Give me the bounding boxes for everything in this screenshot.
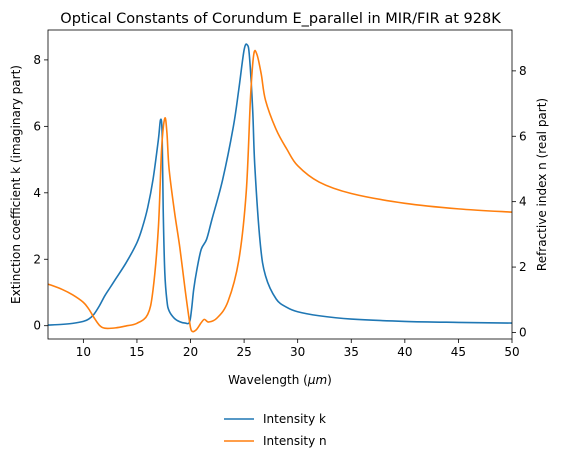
- y-right-tick-label: 4: [519, 195, 527, 209]
- y-right-tick-label: 6: [519, 129, 527, 143]
- y-axis-left: 0 2 4 6 8: [33, 53, 48, 333]
- plot-area: [47, 29, 513, 340]
- x-axis: 10 15 20 25 30 35 40 45 50: [76, 339, 520, 359]
- y-left-tick-label: 2: [33, 252, 41, 266]
- x-tick-label: 50: [504, 345, 519, 359]
- y-left-tick-label: 8: [33, 53, 41, 67]
- x-tick-label: 15: [129, 345, 144, 359]
- y-left-tick-label: 6: [33, 119, 41, 133]
- series-line-k: [47, 43, 513, 326]
- chart-title: Optical Constants of Corundum E_parallel…: [60, 11, 501, 27]
- plot-frame: [47, 29, 513, 340]
- y-left-tick-label: 4: [33, 186, 41, 200]
- y-axis-right-label: Refractive index n (real part): [535, 98, 549, 271]
- y-right-tick-label: 8: [519, 64, 527, 78]
- y-right-tick-label: 0: [519, 325, 527, 339]
- y-axis-right: 0 2 4 6 8: [512, 64, 527, 339]
- x-axis-label-text: Wavelength (: [228, 373, 308, 387]
- x-tick-label: 40: [397, 345, 412, 359]
- x-tick-label: 30: [290, 345, 305, 359]
- series-line-n: [47, 49, 513, 333]
- legend: Intensity k Intensity n: [224, 412, 327, 448]
- x-tick-label: 45: [451, 345, 466, 359]
- x-axis-label-unit: μm: [307, 373, 327, 387]
- y-left-tick-label: 0: [33, 319, 41, 333]
- y-right-tick-label: 2: [519, 260, 527, 274]
- legend-label-k: Intensity k: [263, 412, 326, 426]
- x-axis-label-close: ): [327, 373, 332, 387]
- x-axis-label: Wavelength (μm): [228, 373, 332, 387]
- legend-label-n: Intensity n: [263, 434, 327, 448]
- x-tick-label: 35: [344, 345, 359, 359]
- x-tick-label: 20: [183, 345, 198, 359]
- x-tick-label: 10: [76, 345, 91, 359]
- x-tick-label: 25: [236, 345, 251, 359]
- y-axis-left-label: Extinction coefficient k (imaginary part…: [9, 65, 23, 304]
- series-group: [47, 43, 513, 333]
